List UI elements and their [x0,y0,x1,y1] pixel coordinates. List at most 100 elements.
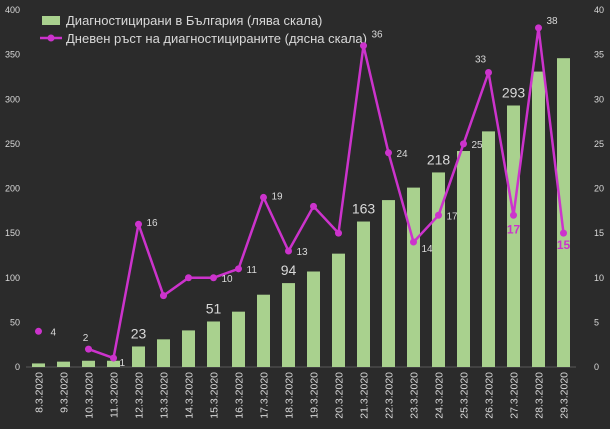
line-data-label: 2 [83,333,89,344]
x-axis-tick: 21.3.2020 [359,372,371,419]
line-data-label: 17 [507,222,521,236]
line-data-label: 16 [147,218,159,229]
line-point [110,354,117,362]
line-data-label: 33 [475,54,487,65]
line-point [485,68,492,76]
left-axis-tick: 350 [5,50,20,60]
right-axis-tick: 40 [594,5,604,15]
bar [282,283,295,367]
line-data-label: 4 [51,327,57,338]
left-axis-tick: 100 [5,273,20,283]
line-point [260,193,267,201]
left-axis-tick: 300 [5,94,20,104]
x-axis-tick: 17.3.2020 [259,372,271,419]
x-axis-tick: 13.3.2020 [159,372,171,419]
right-axis-tick: 10 [594,273,604,283]
bar [357,221,370,367]
line-series [35,24,567,362]
line-point [535,24,542,32]
bar [132,346,145,367]
x-axis-tick: 20.3.2020 [334,372,346,419]
line-point [160,292,167,300]
line-data-label: 24 [397,149,409,160]
bar [482,131,495,367]
x-axis-tick: 15.3.2020 [209,372,221,419]
bar-series [32,58,570,368]
x-axis-tick: 19.3.2020 [309,372,321,419]
line-data-label: 11 [247,265,258,276]
bar [557,58,570,367]
bar-labels: 23 51 94 163 218 293 [131,84,526,341]
line-point [285,247,292,255]
x-axis-tick: 18.3.2020 [284,372,296,419]
x-axis-tick: 24.3.2020 [434,372,446,419]
legend-line-marker [47,34,55,42]
x-axis-tick: 27.3.2020 [509,372,521,419]
legend: Диагностицирани в България (лява скала) … [40,13,367,46]
bar [332,253,345,367]
left-axis: 0 50 100 150 200 250 300 350 400 [5,5,20,372]
line-point [310,202,317,210]
x-axis-tick: 28.3.2020 [534,372,546,419]
x-axis-tick: 8.3.2020 [34,372,46,413]
line-data-label: 38 [547,16,559,27]
line-point [360,42,367,50]
x-axis-tick: 9.3.2020 [59,372,71,413]
bar-data-label: 218 [427,151,451,167]
bar [32,363,45,367]
line-data-label: 36 [372,30,384,41]
bar [457,151,470,367]
bar [307,271,320,367]
bar [382,200,395,367]
left-axis-tick: 0 [15,362,20,372]
bar [407,187,420,367]
bar [432,172,445,367]
bar-data-label: 293 [502,84,526,100]
legend-bar-label: Диагностицирани в България (лява скала) [66,13,322,28]
left-axis-tick: 50 [10,317,20,327]
line-path [88,26,565,360]
left-axis-tick: 200 [5,184,20,194]
line-point [385,149,392,157]
bar [507,105,520,367]
x-axis: 8.3.2020 9.3.2020 10.3.2020 11.3.2020 12.3.2… [26,366,576,419]
line-data-label: 19 [272,191,284,202]
bar-data-label: 94 [281,262,297,278]
x-axis-tick: 26.3.2020 [484,372,496,419]
right-axis-tick: 0 [594,362,599,372]
bar [207,321,220,367]
legend-bar-swatch [42,16,60,25]
right-axis-tick: 30 [594,94,604,104]
x-axis-tick: 25.3.2020 [459,372,471,419]
bar [82,360,95,367]
bar-data-label: 163 [352,201,376,217]
left-axis-tick: 400 [5,5,20,15]
bar-data-label: 23 [131,325,147,341]
right-axis-tick: 35 [594,50,604,60]
bar [232,311,245,367]
x-axis-tick: 12.3.2020 [134,372,146,419]
x-axis-tick: 11.3.2020 [109,372,121,418]
bar-data-label: 51 [206,300,222,316]
line-point [210,274,217,282]
legend-line-label: Дневен ръст на диагностицираните (дясна … [66,31,367,46]
x-axis-tick: 14.3.2020 [184,372,196,419]
x-axis-tick: 29.3.2020 [559,372,571,419]
x-axis-tick: 22.3.2020 [384,372,396,419]
bar [107,360,120,367]
bar [182,330,195,367]
line-point [435,211,442,219]
right-axis-tick: 15 [594,228,604,238]
bar [157,339,170,367]
right-axis-tick: 25 [594,139,604,149]
x-axis-tick: 23.3.2020 [409,372,421,419]
right-axis-tick: 5 [594,317,599,327]
bar [532,71,545,368]
line-point [135,220,142,228]
left-axis-tick: 150 [5,228,20,238]
left-axis-tick: 250 [5,139,20,149]
line-point [235,265,242,273]
line-point [410,238,417,246]
line-data-label: 17 [447,211,459,222]
bar [57,361,70,367]
